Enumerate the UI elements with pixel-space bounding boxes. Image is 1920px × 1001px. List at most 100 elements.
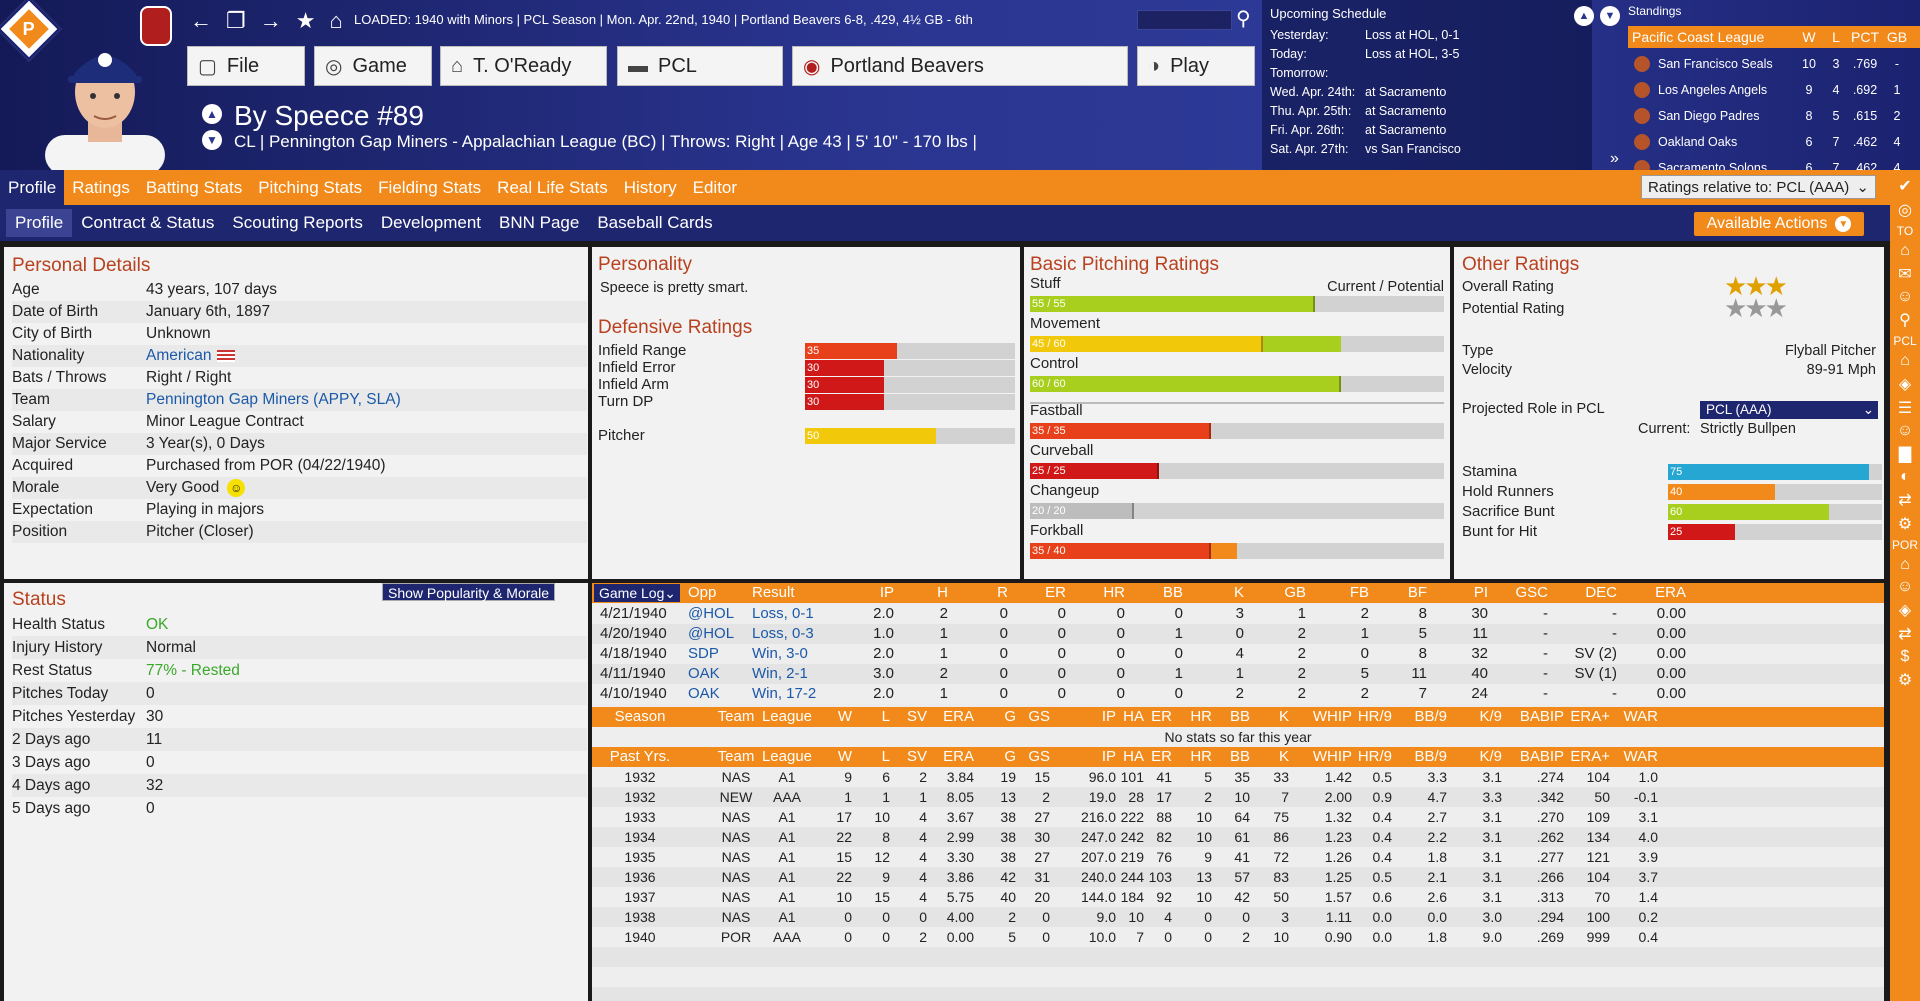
game-log-column-header[interactable]: HR (1103, 584, 1125, 601)
game-log-column-header[interactable]: GB (1284, 584, 1306, 601)
game-log-cell[interactable]: OAK (688, 685, 720, 702)
stats-column-header[interactable]: HR (1190, 708, 1212, 725)
check-icon[interactable]: ✔ (1898, 178, 1912, 195)
back-icon[interactable]: ← (190, 8, 212, 33)
stats-column-header[interactable]: HA (1123, 708, 1144, 725)
stats-column-header[interactable]: IP (1101, 708, 1116, 725)
game-log-column-header[interactable]: IP (879, 584, 894, 601)
projected-role-select[interactable]: PCL (AAA) ⌄ (1700, 401, 1878, 419)
play-button[interactable]: ◑ Play (1137, 46, 1255, 86)
stats-column-header[interactable]: WAR (1623, 708, 1658, 725)
transfer-icon[interactable]: ⇄ (1898, 492, 1912, 509)
stats-column-header[interactable]: BB (1229, 748, 1250, 765)
home-icon[interactable]: ⌂ (329, 8, 343, 33)
stats-column-header[interactable]: GS (1028, 708, 1050, 725)
standings-row[interactable]: Los Angeles Angels 9 4 .692 1 (1628, 77, 1920, 103)
game-log-cell[interactable]: SDP (688, 645, 719, 662)
show-popularity-button[interactable]: Show Popularity & Morale (382, 583, 556, 601)
stats-column-header[interactable]: HR/9 (1357, 708, 1392, 725)
subtab-baseball-cards[interactable]: Baseball Cards (597, 213, 713, 232)
game-log-column-header[interactable]: ERA (1655, 584, 1686, 601)
subtab-profile[interactable]: Profile (6, 209, 73, 237)
tab-real-life-stats[interactable]: Real Life Stats (497, 177, 608, 197)
stats-column-header[interactable]: Team (717, 708, 755, 725)
stats-column-header[interactable]: BB/9 (1414, 708, 1447, 725)
game-log-row[interactable]: 4/20/1940 @HOL Loss, 0-3 1.0 1 0 0 0 1 0 2 1 5 11 - - 0.… (592, 624, 1884, 644)
game-log-column-header[interactable]: DEC (1585, 584, 1617, 601)
stats-column-header[interactable]: W (837, 748, 852, 765)
stats-column-header[interactable]: ERA+ (1570, 748, 1610, 765)
stats-column-header[interactable]: League (761, 748, 813, 765)
stats-column-header[interactable]: Past Yrs. (609, 748, 671, 765)
available-actions-button[interactable]: Available Actions ▼ (1694, 212, 1864, 236)
tab-pitching-stats[interactable]: Pitching Stats (258, 177, 363, 197)
schedule-row[interactable]: Thu. Apr. 25th: at Sacramento (1270, 101, 1584, 120)
stats-column-header[interactable]: BB/9 (1414, 748, 1447, 765)
stats-column-header[interactable]: WAR (1623, 748, 1658, 765)
team-menu-button[interactable]: ◉ Portland Beavers (792, 46, 1128, 86)
people-icon[interactable]: ☺ (1896, 422, 1914, 439)
stats-column-header[interactable]: ER (1151, 748, 1172, 765)
home-icon[interactable]: ⌂ (1900, 352, 1910, 369)
game-log-column-header[interactable]: FB (1349, 584, 1369, 601)
personal-value[interactable]: American (146, 347, 212, 364)
standings-row[interactable]: San Diego Padres 8 5 .615 2 (1628, 103, 1920, 129)
standings-row[interactable]: Sacramento Solons 6 7 .462 4 (1628, 155, 1920, 170)
stats-column-header[interactable]: L (881, 708, 890, 725)
home-icon[interactable]: ⌂ (1900, 556, 1910, 573)
stats-column-header[interactable]: ER (1151, 708, 1172, 725)
past-years-row[interactable]: 1938 NAS A1 0 0 0 4.00 2 0 9.0 10 4 0 0 3 1.11 0.0 0.0 3.0… (592, 907, 1884, 927)
past-years-row[interactable]: 1934 NAS A1 22 8 4 2.99 38 30 247.0 242 82 10 61 86 1.2… (592, 827, 1884, 847)
baseball-icon[interactable]: ◐ (1900, 468, 1910, 485)
standings-row[interactable]: Oakland Oaks 6 7 .462 4 (1628, 129, 1920, 155)
game-log-column-header[interactable]: GSC (1515, 584, 1548, 601)
expand-icon[interactable]: » (1610, 150, 1619, 167)
game-log-column-header[interactable]: K (1233, 584, 1244, 601)
stats-column-header[interactable]: HR/9 (1357, 748, 1392, 765)
mail-icon[interactable]: ✉ (1898, 266, 1912, 283)
stats-column-header[interactable]: ERA+ (1570, 708, 1610, 725)
game-log-column-header[interactable]: BB (1162, 584, 1183, 601)
star-icon[interactable]: ★ (295, 8, 316, 33)
past-years-row[interactable]: 1932 NAS A1 9 6 2 3.84 19 15 96.0 101 41 5 35 33 1.42 0.… (592, 767, 1884, 787)
game-menu-button[interactable]: ◎ Game (314, 46, 432, 86)
schedule-row[interactable]: Wed. Apr. 24th: at Sacramento (1270, 82, 1584, 101)
schedule-row[interactable]: Tomorrow: (1270, 63, 1584, 82)
manager-menu-button[interactable]: ⌂ T. O'Ready (440, 46, 607, 86)
team-logo-icon[interactable] (140, 6, 172, 46)
schedule-row[interactable]: Yesterday: Loss at HOL, 0-1 (1270, 25, 1584, 44)
search-input[interactable] (1137, 10, 1232, 30)
stats-column-header[interactable]: K (1278, 748, 1289, 765)
stats-column-header[interactable]: SV (906, 748, 927, 765)
game-log-select[interactable]: Game Log ⌄ (594, 584, 680, 602)
game-log-row[interactable]: 4/10/1940 OAK Win, 17-2 2.0 1 0 0 0 0 2 2 2 7 24 - - 0.0… (592, 684, 1884, 704)
stats-column-header[interactable]: WHIP (1312, 708, 1352, 725)
stats-column-header[interactable]: G (1004, 748, 1016, 765)
game-log-row[interactable]: 4/11/1940 OAK Win, 2-1 3.0 2 0 0 0 1 1 2 5 11 40- SV (… (592, 664, 1884, 684)
stats-column-header[interactable]: Season (614, 708, 666, 725)
search-icon[interactable]: ⚲ (1236, 8, 1251, 30)
schedule-row[interactable]: Sat. Apr. 27th: vs San Francisco (1270, 139, 1584, 158)
personal-value[interactable]: Pennington Gap Miners (APPY, SLA) (146, 391, 401, 408)
game-log-cell[interactable]: @HOL (688, 605, 735, 622)
past-years-row[interactable]: 1937 NAS A1 10 15 4 5.75 40 20 144.0 184 92 10 42 50 1.… (592, 887, 1884, 907)
past-years-row[interactable]: 1932 NEW AAA 1 1 1 8.05 13 2 19.0 28 17 2 10 7 2.00 0.9 4… (592, 787, 1884, 807)
stats-column-header[interactable]: K (1278, 708, 1289, 725)
previous-player-icon[interactable]: ▲ (202, 104, 222, 124)
game-log-row[interactable]: 4/21/1940 @HOL Loss, 0-1 2.0 2 0 0 0 0 3 1 2 8 30 - - 0.… (592, 604, 1884, 624)
tab-fielding-stats[interactable]: Fielding Stats (378, 177, 482, 197)
stats-column-header[interactable]: ERA (943, 748, 974, 765)
game-log-cell[interactable]: Loss, 0-1 (752, 605, 814, 622)
people-icon[interactable]: ☺ (1896, 288, 1914, 305)
next-player-icon[interactable]: ▼ (202, 130, 222, 150)
schedule-row[interactable]: Today: Loss at HOL, 3-5 (1270, 44, 1584, 63)
stats-column-header[interactable]: SV (906, 708, 927, 725)
game-log-column-header[interactable]: R (997, 584, 1008, 601)
shield-icon[interactable]: ◈ (1898, 376, 1912, 393)
tab-ratings[interactable]: Ratings (72, 177, 130, 197)
game-log-cell[interactable]: Loss, 0-3 (752, 625, 814, 642)
stats-column-header[interactable]: League (761, 708, 813, 725)
subtab-contract-status[interactable]: Contract & Status (81, 213, 215, 232)
game-log-column-header[interactable]: ER (1045, 584, 1066, 601)
game-log-cell[interactable]: OAK (688, 665, 720, 682)
